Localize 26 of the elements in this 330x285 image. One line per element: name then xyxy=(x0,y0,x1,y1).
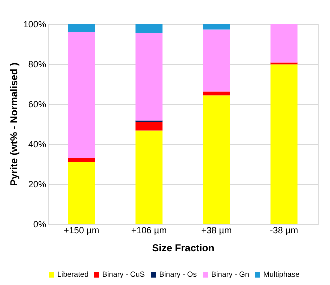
bar xyxy=(68,162,96,224)
y-tick-label: 40% xyxy=(28,140,46,150)
bar xyxy=(68,158,96,162)
bar xyxy=(136,24,163,33)
y-tick-label: 20% xyxy=(28,180,46,190)
y-tick-label: 100% xyxy=(23,20,46,30)
bar xyxy=(203,24,230,30)
y-tick-label: 60% xyxy=(28,100,46,110)
x-tick-label: -38 µm xyxy=(270,226,298,236)
bar xyxy=(136,33,163,121)
bar xyxy=(68,24,96,32)
bar xyxy=(136,130,163,224)
x-axis-title: Size Fraction xyxy=(152,244,215,254)
bar xyxy=(203,30,230,92)
y-tick-label: 80% xyxy=(28,60,46,70)
x-tick-label: +38 µm xyxy=(202,226,232,236)
bar xyxy=(270,64,298,224)
y-tick-label: 0% xyxy=(33,220,46,230)
y-axis-title: Pyrite (wt% - Normalised ) xyxy=(9,62,20,186)
x-tick-label: +150 µm xyxy=(64,226,100,236)
bar xyxy=(203,96,230,224)
bar xyxy=(203,92,230,96)
bar xyxy=(136,122,163,131)
x-tick-label: +106 µm xyxy=(132,226,167,236)
bar xyxy=(68,32,96,158)
bar xyxy=(270,24,298,63)
